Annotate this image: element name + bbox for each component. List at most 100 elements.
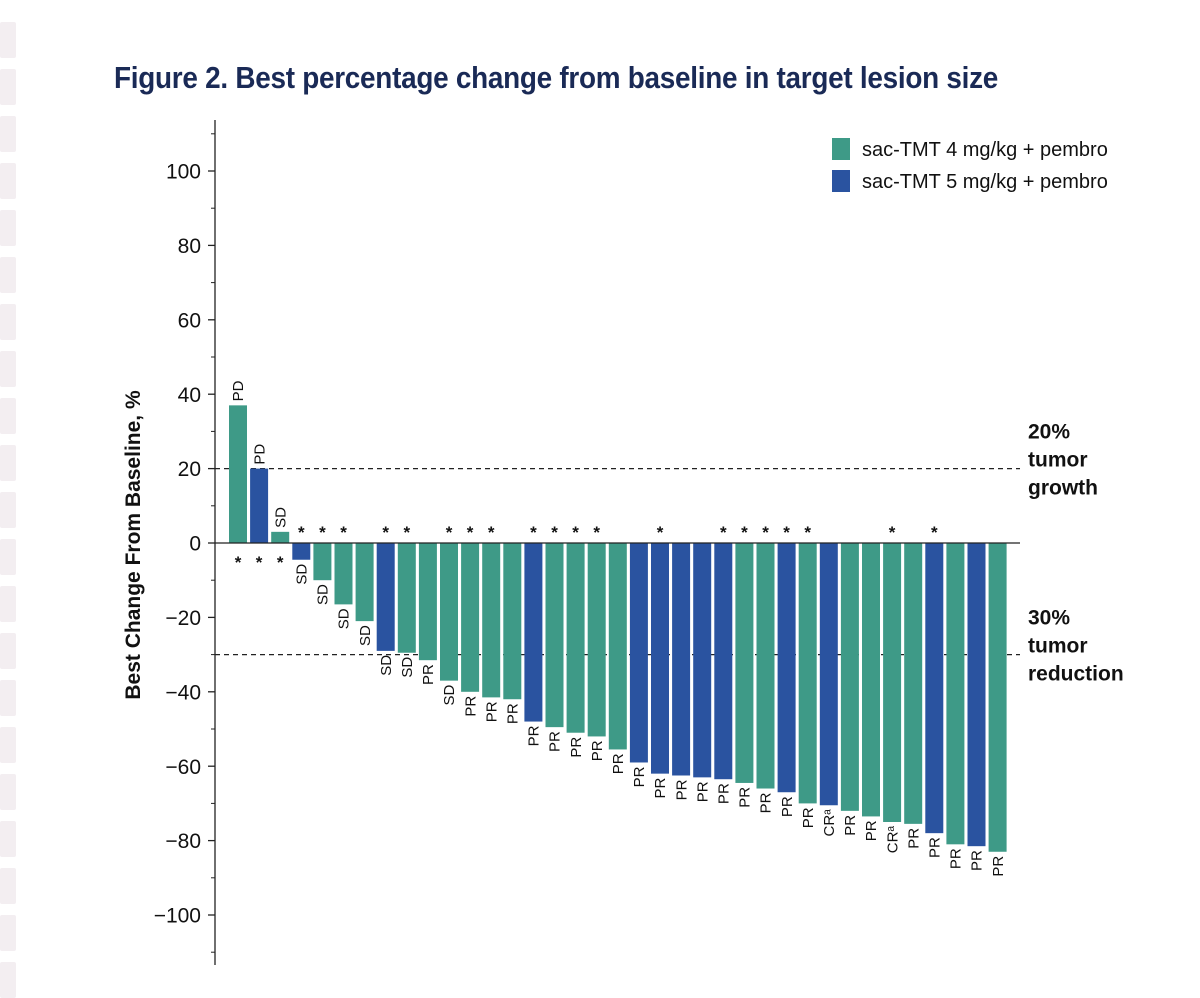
bar-11: [440, 543, 458, 681]
bar-1: [229, 405, 247, 543]
bar-2: [250, 468, 269, 543]
marker-12: *: [467, 523, 474, 542]
response-label-21: PR: [652, 777, 669, 798]
y-tick-label-3: 40: [178, 384, 201, 407]
marker-4: *: [298, 523, 305, 542]
response-label-6: SD: [336, 608, 353, 629]
marker-18: *: [593, 523, 600, 542]
response-label-4: SD: [294, 564, 311, 585]
y-tick-label-5: 0: [189, 533, 201, 556]
legend-swatch-0: [832, 138, 850, 160]
strip-block: [0, 304, 16, 340]
marker-3: *: [277, 553, 284, 572]
strip-block: [0, 680, 16, 716]
response-label-25: PR: [737, 787, 754, 808]
marker-9: *: [403, 523, 410, 542]
bar-16: [545, 543, 564, 728]
bar-32: [883, 543, 902, 822]
response-label-14: PR: [505, 703, 522, 724]
bar-33: [904, 543, 923, 824]
strip-block: [0, 69, 16, 105]
bar-36: [967, 543, 986, 847]
marker-11: *: [446, 523, 453, 542]
marker-13: *: [488, 523, 495, 542]
response-label-22: PR: [673, 779, 690, 800]
marker-8: *: [382, 523, 389, 542]
bar-series: [229, 405, 1007, 852]
response-label-20: PR: [631, 766, 648, 787]
y-tick-label-0: 100: [166, 161, 201, 184]
bar-26: [756, 543, 775, 789]
response-label-12: PR: [462, 696, 479, 717]
bar-14: [503, 543, 522, 700]
figure-title: Figure 2. Best percentage change from ba…: [114, 60, 999, 95]
strip-block: [0, 727, 16, 763]
y-tick-label-1: 80: [178, 235, 201, 258]
marker-15: *: [530, 523, 537, 542]
marker-28: *: [804, 523, 811, 542]
bar-30: [840, 543, 859, 811]
response-label-7: SD: [357, 625, 374, 646]
bar-9: [397, 543, 416, 653]
marker-16: *: [551, 523, 558, 542]
strip-block: [0, 492, 16, 528]
bar-27: [777, 543, 796, 793]
reference-label-0-line-0: 20%: [1028, 421, 1070, 444]
reference-label-1-line-0: 30%: [1028, 607, 1070, 630]
legend: sac-TMT 4 mg/kg + pembro sac-TMT 5 mg/kg …: [832, 138, 1108, 193]
response-label-15: PR: [526, 725, 543, 746]
response-label-1: PD: [230, 380, 247, 401]
marker-34: *: [931, 523, 938, 542]
strip-block: [0, 445, 16, 481]
response-label-33: PR: [905, 828, 922, 849]
response-label-11: SD: [441, 684, 458, 705]
bar-24: [714, 543, 733, 780]
response-label-30: PR: [842, 815, 859, 836]
y-axis-title: Best Change From Baseline, %: [122, 390, 145, 700]
response-label-13: PR: [483, 701, 500, 722]
response-label-3: SD: [272, 507, 289, 528]
bar-35: [946, 543, 965, 845]
response-label-37: PR: [990, 856, 1007, 877]
y-axis-title-group: Best Change From Baseline, %: [122, 390, 145, 700]
response-label-19: PR: [610, 753, 627, 774]
marker-21: *: [657, 523, 664, 542]
bar-18: [587, 543, 606, 737]
strip-block: [0, 163, 16, 199]
strip-block: [0, 210, 16, 246]
strip-block: [0, 774, 16, 810]
bar-34: [925, 543, 944, 834]
response-label-36: PR: [969, 850, 986, 871]
legend-swatch-1: [832, 170, 850, 192]
response-label-17: PR: [568, 737, 585, 758]
bar-17: [566, 543, 585, 733]
strip-block: [0, 915, 16, 951]
response-label-2: PD: [251, 444, 268, 465]
reference-label-0-line-1: tumor: [1028, 449, 1088, 472]
response-label-23: PR: [694, 781, 711, 802]
response-label-18: PR: [589, 740, 606, 761]
marker-24: *: [720, 523, 727, 542]
marker-25: *: [741, 523, 748, 542]
reference-label-1-line-1: tumor: [1028, 635, 1088, 658]
marker-5: *: [319, 523, 326, 542]
strip-block: [0, 868, 16, 904]
y-tick-label-7: −40: [165, 681, 201, 704]
strip-block: [0, 116, 16, 152]
response-label-35: PR: [948, 848, 965, 869]
bar-25: [735, 543, 754, 783]
bar-13: [482, 543, 501, 698]
bar-20: [629, 543, 648, 763]
reference-label-0-line-2: growth: [1028, 477, 1098, 500]
reference-label-1-line-2: reduction: [1028, 663, 1124, 686]
marker-32: *: [889, 523, 896, 542]
bar-37: [988, 543, 1007, 852]
bar-12: [461, 543, 480, 692]
bar-annotations: PD*PD*SD*SD*SD*SD*SDSD*SD*PRSD*PR*PR*PRP…: [230, 380, 1007, 876]
strip-block: [0, 633, 16, 669]
bar-8: [376, 543, 395, 651]
response-label-28: PR: [800, 807, 817, 828]
response-label-10: PR: [420, 664, 437, 685]
bar-23: [693, 543, 712, 778]
